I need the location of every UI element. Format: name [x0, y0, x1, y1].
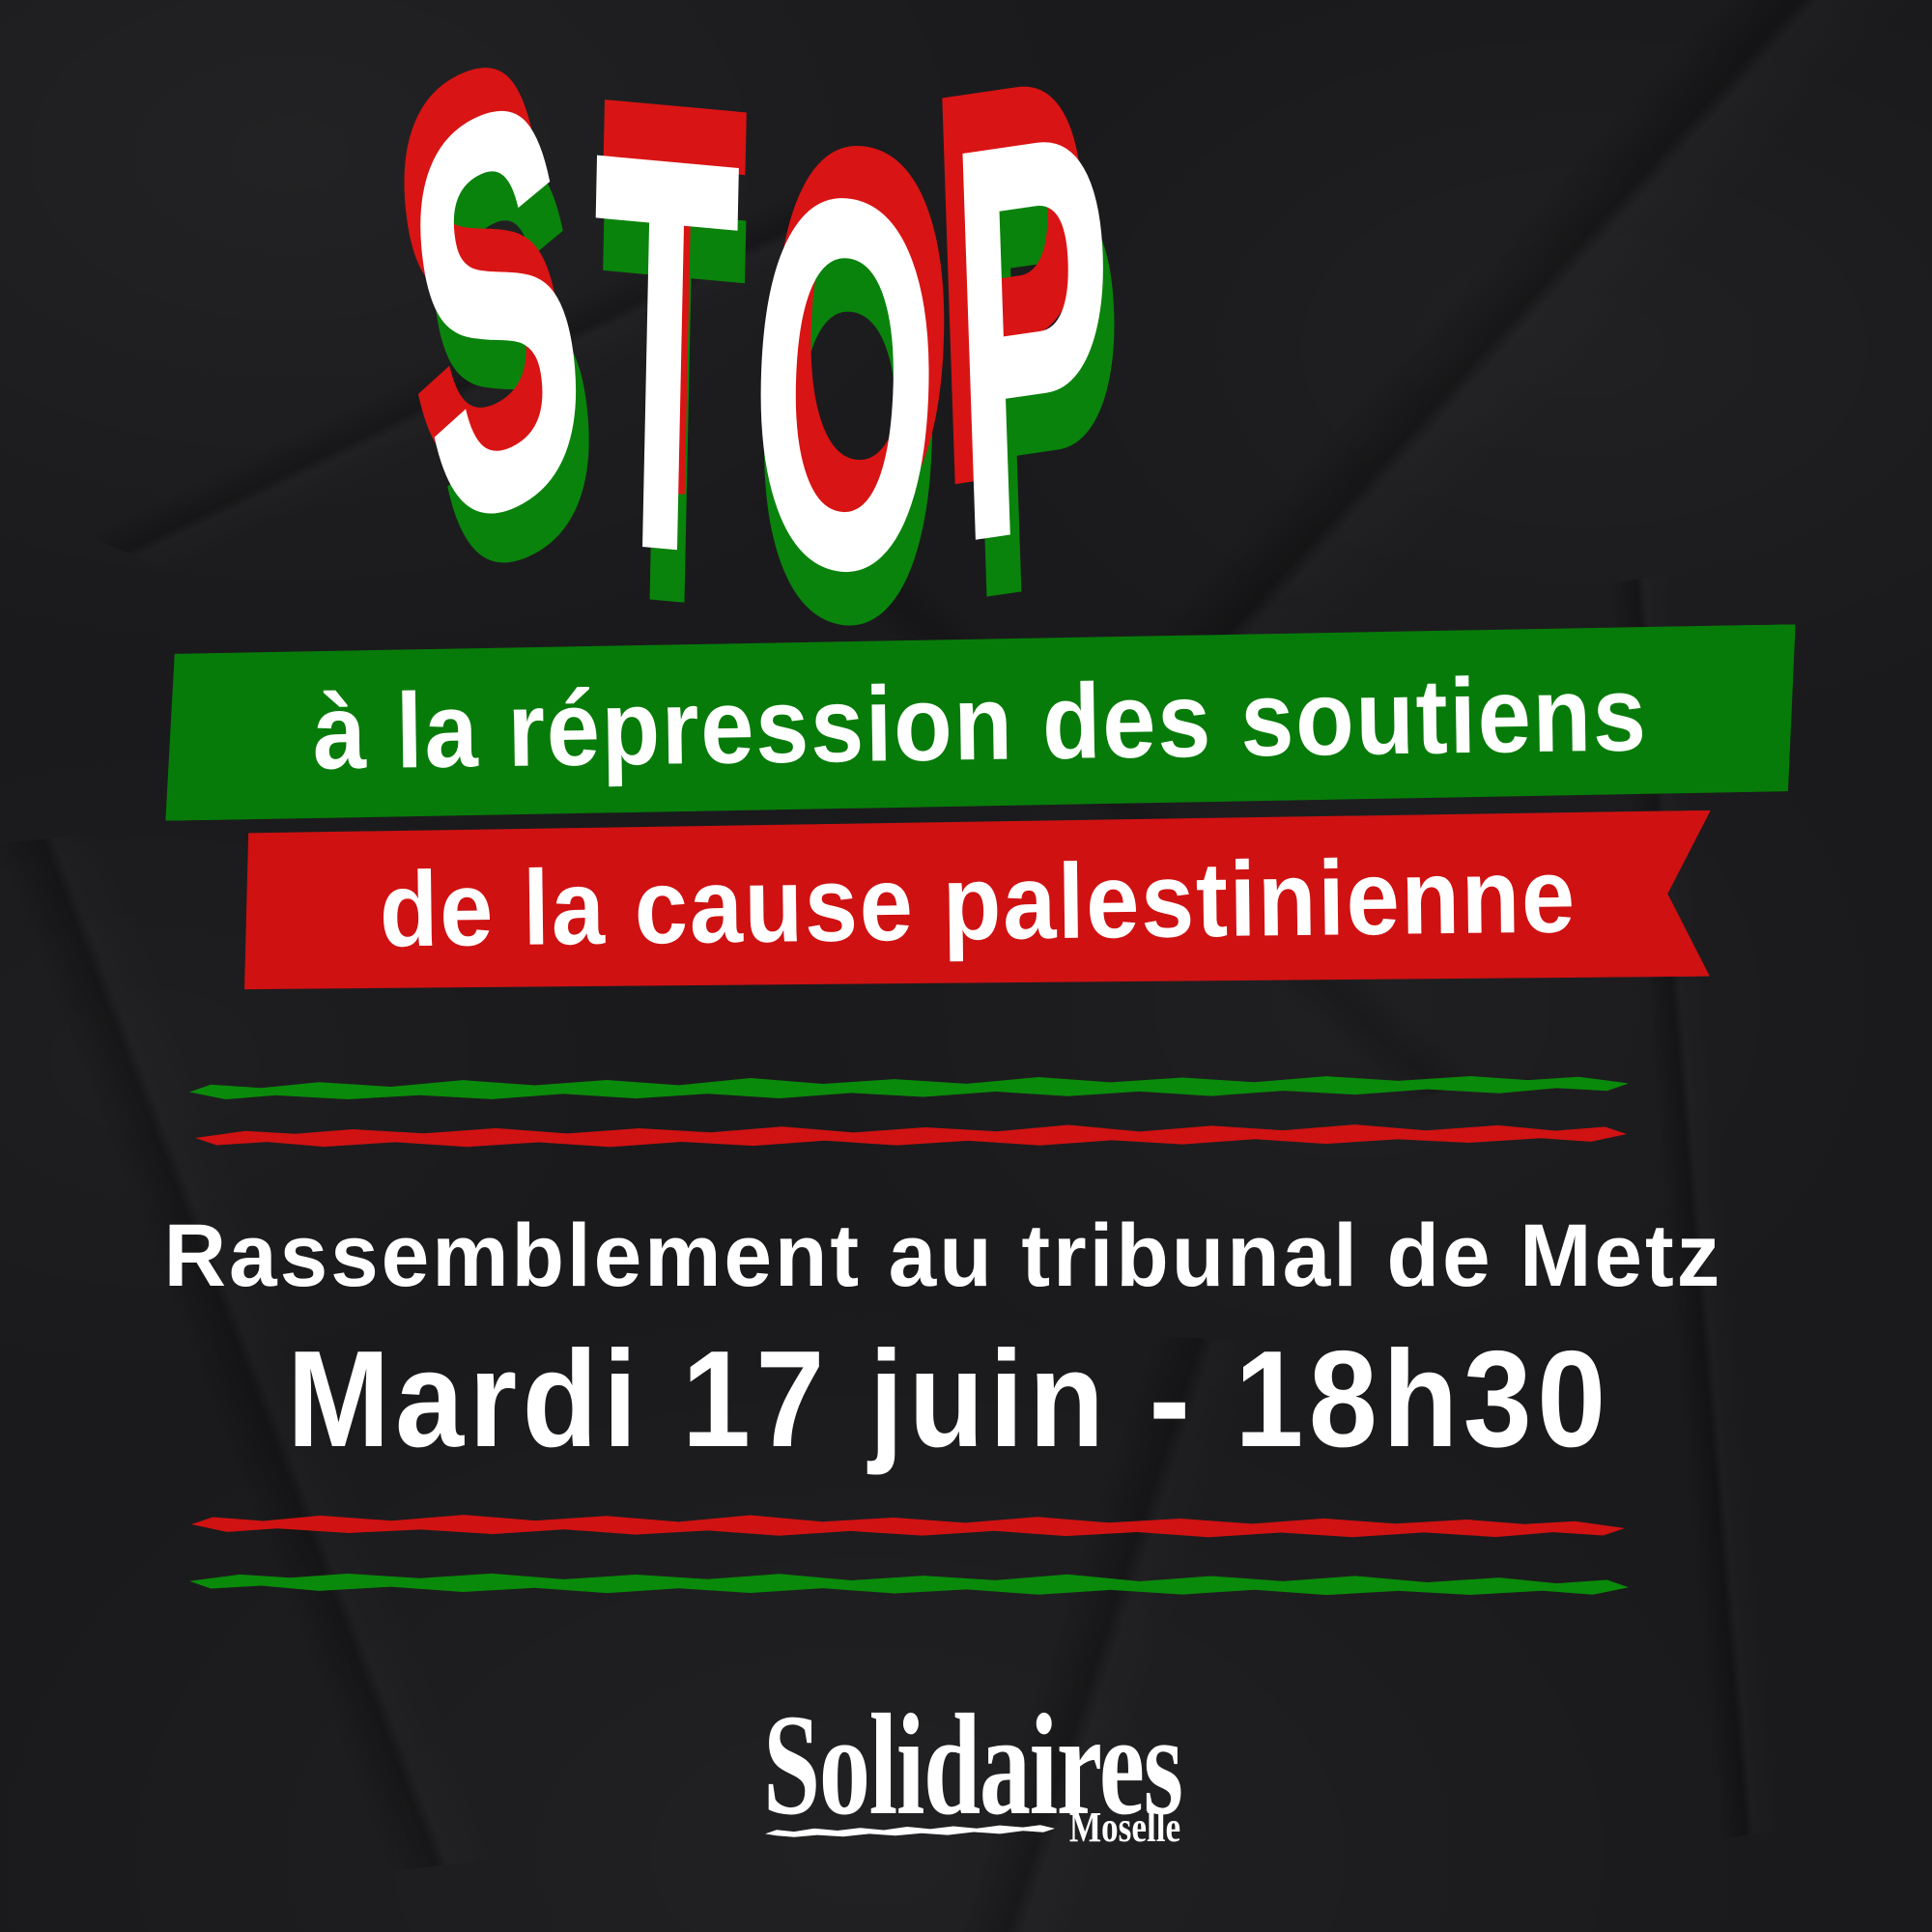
- brush-line-red-upper: [195, 1118, 1627, 1153]
- brush-line-red-lower: [191, 1508, 1625, 1544]
- event-location: Rassemblement au tribunal de Metz: [163, 1207, 1723, 1305]
- banner-red: de la cause palestinienne: [242, 810, 1713, 995]
- stop-letter-t: T: [583, 33, 758, 677]
- event-date-time: Mardi 17 juin - 18h30: [286, 1322, 1611, 1476]
- stop-letter-o: O: [739, 73, 965, 698]
- brush-line-green-lower: [189, 1566, 1629, 1602]
- logo-name: Solidaires: [763, 1685, 1183, 1845]
- headline-stop: STOP: [384, 0, 1138, 697]
- banner-green-text: à la répression des soutiens: [312, 653, 1649, 792]
- stop-letter-p: P: [942, 9, 1138, 663]
- event-block: Rassemblement au tribunal de Metz Mardi …: [0, 1206, 1932, 1479]
- stop-letter-s: S: [384, 0, 622, 656]
- brush-line-green-upper: [189, 1068, 1629, 1107]
- logo-solidaires-moselle: Solidaires Moselle: [763, 1685, 1183, 1857]
- banner-red-text: de la cause palestinienne: [378, 835, 1577, 970]
- logo-region: Moselle: [1068, 1804, 1180, 1851]
